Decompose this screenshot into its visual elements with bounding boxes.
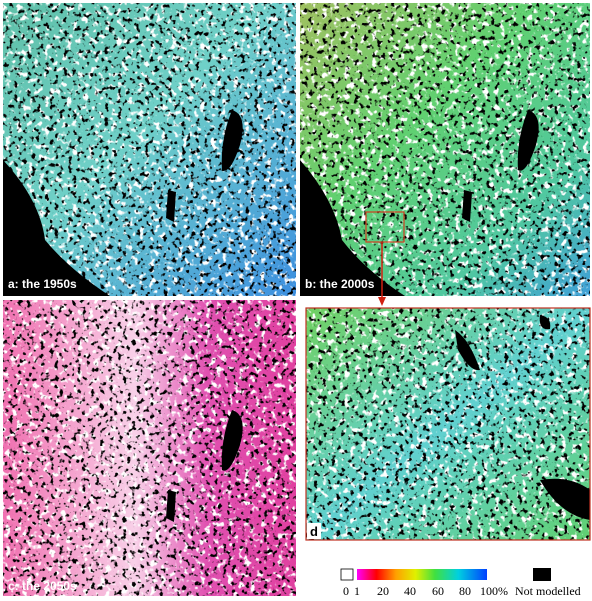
legend-tick: 80 [459, 584, 471, 598]
label-bg [307, 523, 321, 539]
panel-d [306, 308, 590, 540]
panel-label: a: the 1950s [8, 277, 77, 291]
arrow-head [378, 297, 386, 306]
legend-tick: 100% [480, 584, 508, 598]
panel-c [3, 300, 296, 596]
legend-tick: 20 [377, 584, 389, 598]
panel-a [3, 3, 296, 296]
legend-tick: 0 [343, 584, 349, 598]
legend-tick: 1 [354, 584, 360, 598]
panel-label: b: the 2000s [305, 277, 375, 291]
legend-label: Not modelled [515, 584, 581, 598]
legend-tick: 40 [404, 584, 416, 598]
legend-ticks: 0 1 20 40 60 80 100% [343, 584, 508, 598]
inset-frame [305, 307, 591, 541]
panel-label: d [310, 524, 318, 539]
panel-b [300, 3, 590, 296]
panel-label: c: the 2050s [8, 579, 77, 593]
legend-not-modelled [533, 568, 551, 581]
legend-ramp [357, 569, 487, 580]
legend-zero [340, 568, 354, 581]
legend-tick: 60 [432, 584, 444, 598]
